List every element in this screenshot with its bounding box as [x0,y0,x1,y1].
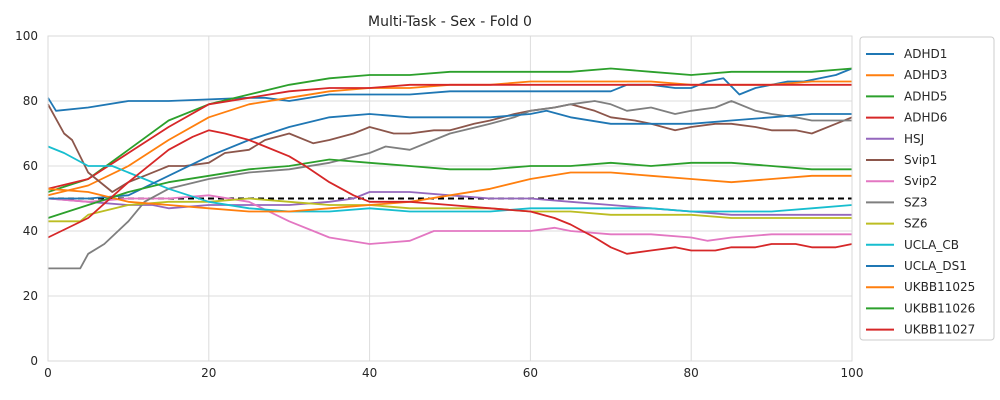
legend-label: ADHD3 [904,68,947,82]
y-tick-label: 100 [15,29,38,43]
series-line-svip1 [47,103,853,193]
series-line-ukbb11025 [47,171,852,213]
plot-frame [47,35,853,362]
series-line-ucla-ds1 [48,109,852,200]
series-line-ukbb11027 [47,129,853,255]
legend-label: ADHD5 [904,89,947,103]
legend-label: UCLA_DS1 [904,259,967,273]
series-line-ukbb11026 [47,158,852,219]
series-line-adhd6 [47,83,852,190]
y-tick-label: 20 [23,289,38,303]
legend-label: ADHD1 [904,47,947,61]
tick-labels: 0 20 40 60 80 100 0 20 40 60 80 100 [15,29,863,380]
legend-label: SZ3 [904,195,927,209]
y-tick-label: 40 [23,224,38,238]
legend-label: UKBB11027 [904,323,975,337]
chart-title: Multi-Task - Sex - Fold 0 [368,14,532,30]
legend-label: UKBB11026 [904,301,975,315]
series-line-svip2 [47,194,852,245]
y-tick-label: 60 [23,159,38,173]
legend-label: HSJ [904,132,924,146]
x-tick-label: 0 [44,366,52,380]
x-tick-label: 40 [362,366,377,380]
y-tick-label: 80 [23,94,38,108]
series-line-hsj [47,191,852,216]
series-line-sz3 [48,100,852,270]
legend-label: UCLA_CB [904,238,959,252]
series-line-adhd5 [47,67,853,193]
y-tick-label: 0 [30,354,38,368]
series-group [47,67,853,270]
x-tick-label: 80 [684,366,699,380]
legend-label: UKBB11025 [904,280,975,294]
x-tick-label: 20 [201,366,216,380]
series-line-ucla-cb [47,145,853,213]
legend-label: Svip1 [904,153,937,167]
legend-frame [859,36,995,341]
x-tick-label: 60 [523,366,538,380]
legend-label: ADHD6 [904,111,947,125]
legend: ADHD1 ADHD3 ADHD5 ADHD6 HSJ Svip1 Svip2 SZ3 SZ6 U… [859,36,995,341]
x-tick-label: 100 [841,366,864,380]
legend-label: Svip2 [904,174,937,188]
legend-label: SZ6 [904,217,927,231]
